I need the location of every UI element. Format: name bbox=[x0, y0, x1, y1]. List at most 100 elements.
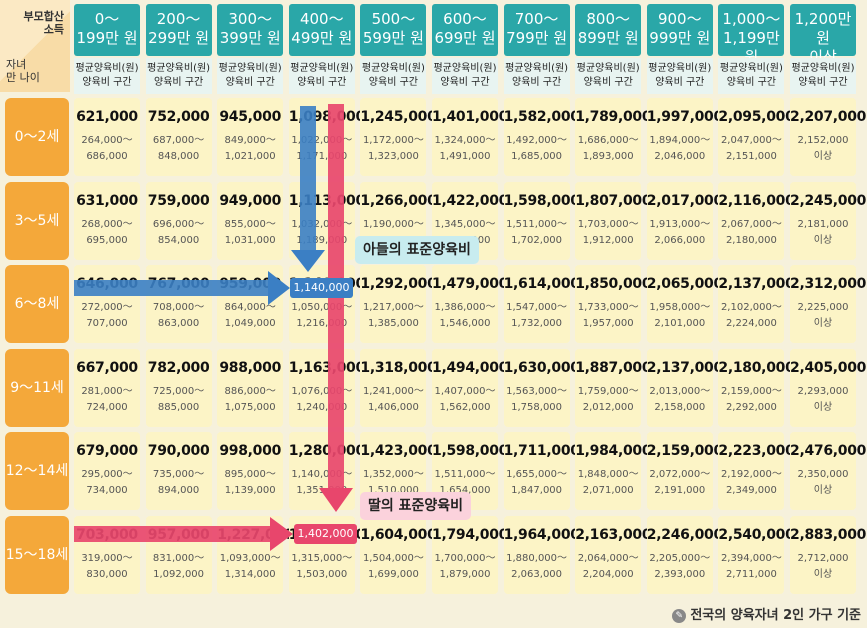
subheader-range-label: 양육비 구간 bbox=[368, 77, 418, 88]
daughter-highlight-value: 1,402,000 bbox=[294, 524, 357, 544]
column-subheader: 평균양육비(원) 양육비 구간 bbox=[145, 58, 212, 94]
average-cost-value: 752,000 bbox=[147, 109, 210, 125]
income-bracket-line2: 699만 원 bbox=[434, 29, 496, 47]
range-upper-value: 1,216,000 bbox=[296, 318, 348, 329]
range-lower-value: 1,076,000～ bbox=[291, 385, 353, 397]
average-cost-value: 2,246,000 bbox=[646, 526, 723, 543]
income-axis-label-line1: 부모합산 bbox=[23, 10, 64, 23]
range-lower-value: 1,686,000～ bbox=[577, 135, 639, 146]
range-lower-value: 2,192,000～ bbox=[720, 469, 782, 480]
age-axis-label: 자녀 만 나이 bbox=[6, 58, 40, 84]
income-bracket-header: 0～ 199만 원 bbox=[74, 4, 140, 56]
subheader-average-label: 평균양육비(원) bbox=[218, 63, 282, 74]
table-cell: 631,000 268,000～ 695,000 bbox=[74, 181, 140, 260]
income-axis-label-line2: 소득 bbox=[43, 23, 64, 36]
average-cost-value: 667,000 bbox=[76, 359, 138, 376]
range-upper-value: 1,510,000 bbox=[367, 485, 419, 496]
table-cell: 1,292,000 1,217,000～ 1,385,000 bbox=[360, 265, 437, 343]
range-lower-value: 1,352,000～ bbox=[362, 469, 424, 480]
range-lower-value: 2,102,000～ bbox=[720, 302, 782, 313]
range-upper-value: 724,000 bbox=[86, 401, 128, 413]
range-lower-value: 855,000～ bbox=[224, 218, 276, 230]
column-subheader: 평균양육비(원) 양육비 구간 bbox=[74, 58, 140, 94]
income-bracket-line2: 899만 원 bbox=[577, 29, 639, 47]
income-bracket-header: 600～ 699만 원 bbox=[432, 4, 498, 56]
range-upper-value: 1,075,000 bbox=[224, 401, 276, 413]
range-upper-value: 1,847,000 bbox=[511, 485, 563, 496]
range-upper-value: 1,699,000 bbox=[367, 568, 419, 580]
subheader-range-label: 양육비 구간 bbox=[154, 77, 204, 88]
table-cell: 621,000 264,000～ 686,000 bbox=[74, 98, 140, 176]
table-cell: 1,604,000 1,504,000～ 1,699,000 bbox=[360, 515, 437, 594]
range-upper-value: 1,685,000 bbox=[511, 151, 563, 162]
subheader-range-label: 양육비 구간 bbox=[512, 77, 562, 88]
range-upper-value: 863,000 bbox=[157, 318, 200, 329]
daughter-arrow bbox=[74, 104, 353, 551]
range-upper-value: 2,071,000 bbox=[582, 485, 634, 496]
range-upper-value: 2,063,000 bbox=[511, 568, 563, 580]
table-cell: 2,405,000 2,293,000 이상 bbox=[790, 348, 866, 427]
table-cell: 1,582,000 1,492,000～ 1,685,000 bbox=[503, 98, 580, 176]
range-lower-value: 1,563,000～ bbox=[506, 385, 568, 397]
table-cell: 1,630,000 1,563,000～ 1,758,000 bbox=[503, 348, 580, 427]
income-bracket-line2: 499만 원 bbox=[291, 29, 353, 47]
range-upper-value: 707,000 bbox=[86, 318, 128, 329]
son-arrow-right-head bbox=[268, 271, 290, 305]
range-lower-value: 281,000～ bbox=[81, 385, 133, 397]
range-lower-value: 1,913,000～ bbox=[649, 218, 711, 230]
range-upper-value: 이상 bbox=[813, 401, 833, 413]
average-cost-value: 2,207,000 bbox=[790, 109, 867, 125]
range-lower-value: 2,072,000～ bbox=[649, 469, 711, 480]
range-upper-value: 1,171,000 bbox=[296, 151, 348, 162]
average-cost-value: 2,017,000 bbox=[646, 192, 723, 209]
range-upper-value: 885,000 bbox=[157, 401, 200, 413]
average-cost-value: 1,604,000 bbox=[360, 526, 437, 543]
average-cost-value: 1,794,000 bbox=[432, 526, 509, 543]
range-upper-value: 2,204,000 bbox=[582, 568, 634, 580]
range-lower-value: 1,217,000～ bbox=[362, 302, 424, 313]
average-cost-value: 949,000 bbox=[219, 192, 282, 209]
range-upper-value: 1,092,000 bbox=[153, 568, 205, 580]
average-cost-value: 1,422,000 bbox=[432, 192, 509, 209]
range-upper-value: 2,711,000 bbox=[725, 568, 777, 580]
average-cost-value: 2,137,000 bbox=[646, 359, 723, 376]
table-cell: 2,116,000 2,067,000～ 2,180,000 bbox=[718, 181, 795, 260]
average-cost-value: 2,245,000 bbox=[790, 192, 867, 209]
range-upper-value: 이상 bbox=[813, 485, 833, 496]
income-bracket-header: 700～ 799만 원 bbox=[503, 4, 570, 56]
range-lower-value: 1,511,000～ bbox=[506, 218, 568, 230]
table-cell: 2,159,000 2,072,000～ 2,191,000 bbox=[646, 432, 723, 510]
table-cell: 2,017,000 1,913,000～ 2,066,000 bbox=[646, 181, 723, 260]
column-subheader: 평균양육비(원) 양육비 구간 bbox=[718, 58, 785, 94]
column-subheader: 평균양육비(원) 양육비 구간 bbox=[288, 58, 355, 94]
range-upper-value: 2,349,000 bbox=[725, 485, 777, 496]
range-lower-value: 2,394,000～ bbox=[720, 552, 782, 564]
income-bracket-line1: 1,200만 원 bbox=[794, 10, 852, 47]
table-cell: 782,000 725,000～ 885,000 bbox=[145, 348, 212, 427]
range-upper-value: 1,031,000 bbox=[224, 234, 276, 246]
income-axis-label: 부모합산 소득 bbox=[24, 10, 64, 36]
income-bracket-header: 900～ 999만 원 bbox=[646, 4, 713, 56]
table-cell: 2,207,000 2,152,000 이상 bbox=[790, 98, 867, 176]
son-highlight-value: 1,140,000 bbox=[290, 278, 353, 298]
subheader-average-label: 평균양육비(원) bbox=[147, 63, 211, 74]
range-upper-value: 1,732,000 bbox=[511, 318, 563, 329]
range-lower-value: 1,172,000～ bbox=[362, 135, 424, 146]
range-upper-value: 1,546,000 bbox=[439, 318, 491, 329]
range-lower-value: 1,848,000～ bbox=[577, 469, 639, 480]
table-cell: 2,137,000 2,013,000～ 2,158,000 bbox=[646, 348, 723, 427]
range-lower-value: 1,703,000～ bbox=[577, 218, 639, 230]
range-lower-value: 2,013,000～ bbox=[649, 385, 711, 397]
subheader-range-label: 양육비 구간 bbox=[297, 77, 347, 88]
range-lower-value: 735,000～ bbox=[152, 469, 205, 480]
range-upper-value: 686,000 bbox=[86, 151, 128, 162]
son-arrow-horizontal-shaft bbox=[74, 280, 270, 296]
range-lower-value: 696,000～ bbox=[152, 218, 205, 230]
range-upper-value: 1,893,000 bbox=[582, 151, 634, 162]
table-cell: 988,000 886,000～ 1,075,000 bbox=[217, 348, 284, 427]
range-lower-value: 2,205,000～ bbox=[649, 552, 711, 564]
range-upper-value: 2,012,000 bbox=[582, 401, 634, 413]
range-lower-value: 319,000～ bbox=[81, 552, 133, 564]
age-group-label: 12～14세 bbox=[5, 432, 69, 510]
